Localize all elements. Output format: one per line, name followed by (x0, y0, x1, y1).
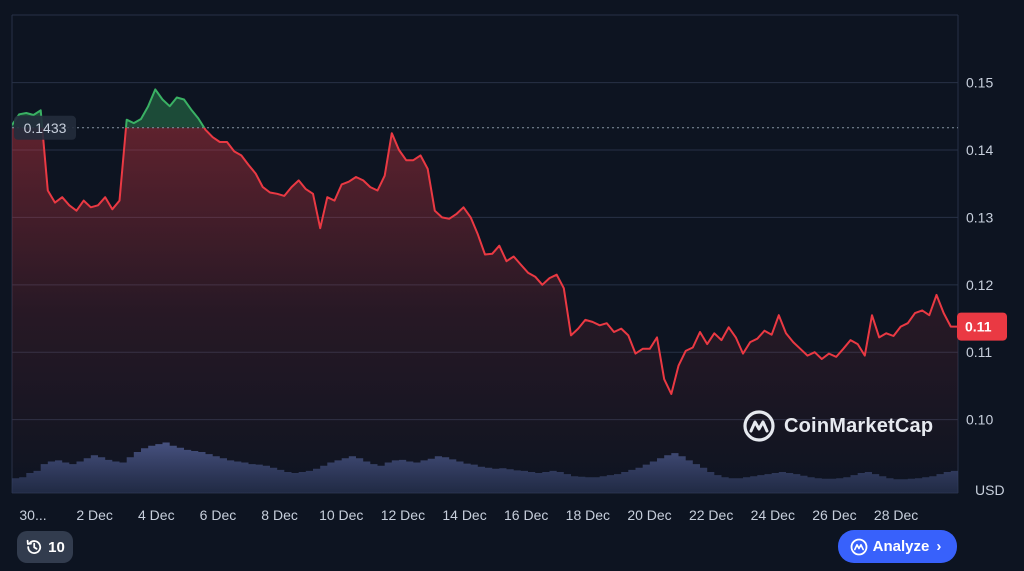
x-tick-label: 18 Dec (566, 507, 610, 523)
price-labels: 0.1433 0.11 (14, 115, 1007, 341)
price-line-down (41, 127, 958, 395)
x-tick-label: 4 Dec (138, 507, 175, 523)
x-tick-label: 22 Dec (689, 507, 733, 523)
x-tick-label: 20 Dec (627, 507, 671, 523)
price-line-up (12, 88, 206, 128)
coinmarketcap-logo-icon (742, 409, 776, 443)
currency-label: USD (975, 482, 1005, 498)
price-area-fill (12, 127, 958, 493)
chevron-right-icon: › (936, 538, 942, 555)
x-tick-label: 14 Dec (442, 507, 486, 523)
price-area (12, 89, 958, 493)
current-price-badge: 0.11 (957, 312, 1007, 341)
x-tick-label: 16 Dec (504, 507, 548, 523)
x-tick-label: 10 Dec (319, 507, 363, 523)
x-tick-label: 30... (19, 507, 46, 523)
x-tick-label: 24 Dec (751, 507, 795, 523)
current-price-text: 0.11 (965, 319, 992, 335)
reference-price-text: 0.1433 (24, 120, 67, 136)
x-tick-label: 8 Dec (261, 507, 298, 523)
analyze-label: Analyze (872, 538, 930, 555)
history-count: 10 (48, 538, 65, 556)
analyze-button[interactable]: Analyze › (838, 530, 957, 563)
history-clock-icon (25, 538, 43, 556)
y-tick-label: 0.12 (966, 277, 993, 293)
coinmarketcap-wordmark: CoinMarketCap (784, 414, 934, 437)
y-tick-label: 0.10 (966, 412, 993, 428)
price-line-up-path (12, 88, 206, 128)
x-tick-label: 2 Dec (76, 507, 113, 523)
x-tick-label: 28 Dec (874, 507, 918, 523)
x-axis: 30... 2 Dec 4 Dec 6 Dec 8 Dec 10 Dec 12 Dec 14 … (19, 507, 918, 523)
x-tick-label: 6 Dec (200, 507, 237, 523)
y-tick-label: 0.13 (966, 209, 993, 225)
current-price-badge-bg (957, 312, 1007, 341)
history-button[interactable]: 10 (17, 531, 73, 563)
price-line (12, 88, 958, 395)
y-tick-label: 0.11 (966, 344, 992, 360)
y-axis: 0.10 0.11 0.12 0.13 0.14 0.15 USD (966, 75, 1005, 498)
coinmarketcap-watermark: CoinMarketCap (742, 408, 933, 444)
x-tick-label: 26 Dec (812, 507, 856, 523)
reference-price-badge: 0.1433 (14, 115, 76, 140)
reference-price-badge-bg (14, 115, 76, 140)
y-tick-label: 0.14 (966, 142, 993, 158)
y-tick-label: 0.15 (966, 75, 993, 91)
price-area-down (12, 127, 958, 493)
x-tick-label: 12 Dec (381, 507, 425, 523)
price-line-down-path (41, 127, 958, 395)
analyze-logo-icon (850, 538, 868, 556)
